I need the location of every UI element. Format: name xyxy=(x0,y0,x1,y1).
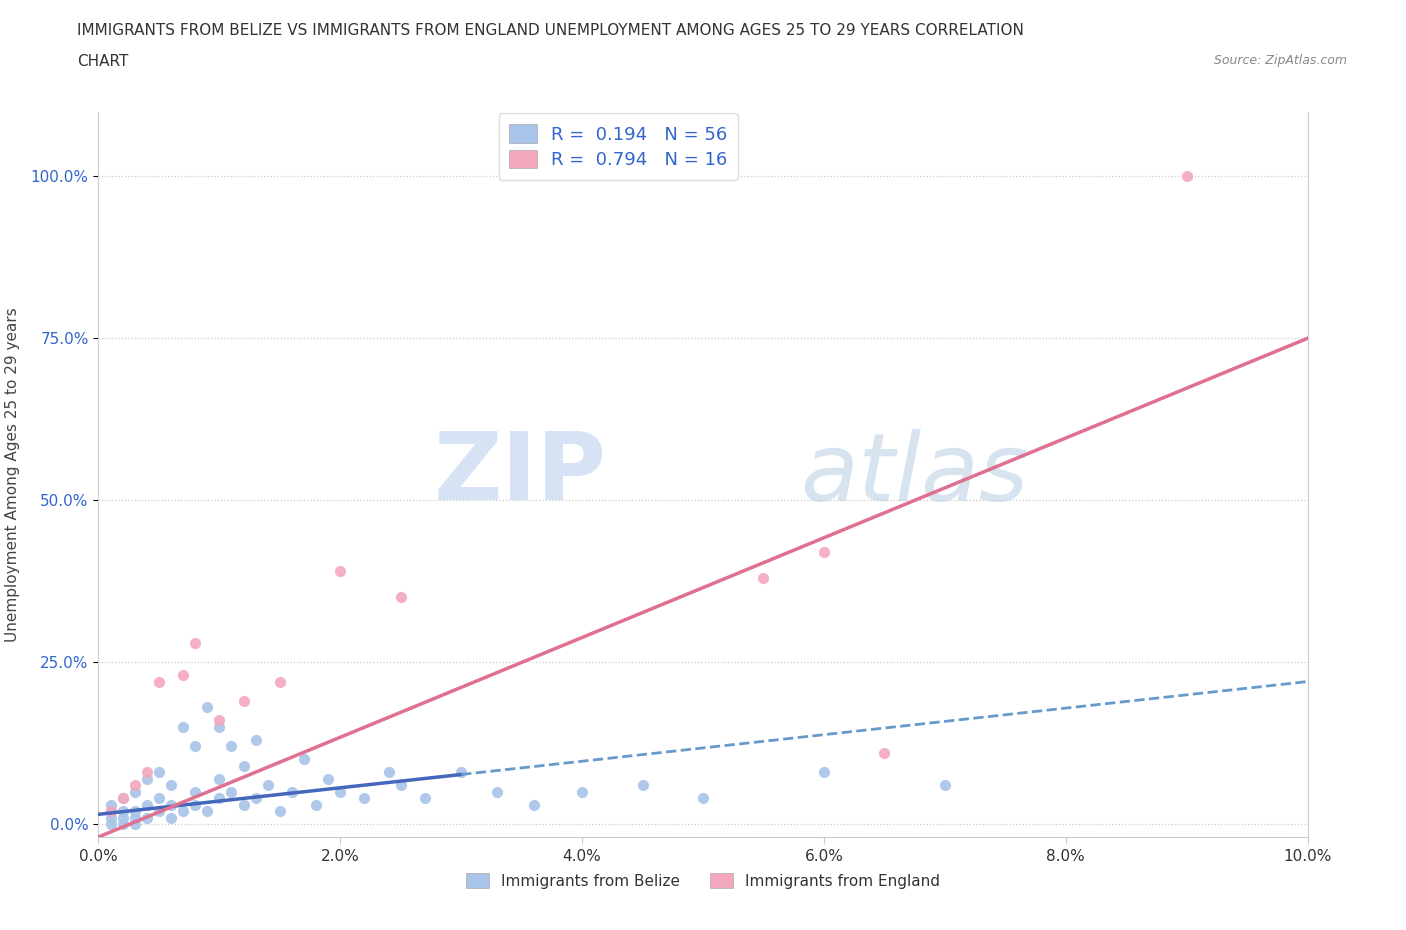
Point xyxy=(148,804,170,818)
Text: Source: ZipAtlas.com: Source: ZipAtlas.com xyxy=(1213,54,1347,67)
Point xyxy=(269,804,291,818)
Point xyxy=(160,797,183,812)
Point xyxy=(111,810,134,825)
Point xyxy=(124,817,146,831)
Point xyxy=(184,797,207,812)
Point xyxy=(148,764,170,779)
Point xyxy=(195,804,218,818)
Point xyxy=(111,790,134,805)
Point xyxy=(172,720,194,735)
Point xyxy=(631,777,654,792)
Point xyxy=(135,797,157,812)
Point xyxy=(245,733,267,748)
Point xyxy=(124,810,146,825)
Point xyxy=(232,797,254,812)
Point xyxy=(172,804,194,818)
Point xyxy=(450,764,472,779)
Point xyxy=(184,738,207,753)
Text: CHART: CHART xyxy=(77,54,129,69)
Point xyxy=(100,817,122,831)
Point xyxy=(232,758,254,773)
Point xyxy=(873,745,896,760)
Point xyxy=(184,635,207,650)
Point xyxy=(292,751,315,766)
Point xyxy=(135,764,157,779)
Point xyxy=(100,797,122,812)
Point xyxy=(692,790,714,805)
Point xyxy=(208,790,231,805)
Legend: Immigrants from Belize, Immigrants from England: Immigrants from Belize, Immigrants from … xyxy=(460,867,946,895)
Point xyxy=(135,810,157,825)
Point xyxy=(221,784,243,799)
Text: ZIP: ZIP xyxy=(433,429,606,520)
Point xyxy=(486,784,509,799)
Point xyxy=(269,674,291,689)
Point xyxy=(208,720,231,735)
Point xyxy=(184,784,207,799)
Point xyxy=(135,771,157,786)
Point xyxy=(389,590,412,604)
Point xyxy=(377,764,399,779)
Point xyxy=(100,804,122,818)
Point xyxy=(208,713,231,728)
Point xyxy=(160,777,183,792)
Point xyxy=(124,777,146,792)
Point xyxy=(413,790,436,805)
Point xyxy=(523,797,546,812)
Point xyxy=(305,797,328,812)
Point xyxy=(208,771,231,786)
Point xyxy=(281,784,304,799)
Point xyxy=(124,784,146,799)
Point xyxy=(353,790,375,805)
Point xyxy=(100,804,122,818)
Point xyxy=(160,810,183,825)
Point xyxy=(148,674,170,689)
Point xyxy=(316,771,339,786)
Point xyxy=(111,790,134,805)
Text: IMMIGRANTS FROM BELIZE VS IMMIGRANTS FROM ENGLAND UNEMPLOYMENT AMONG AGES 25 TO : IMMIGRANTS FROM BELIZE VS IMMIGRANTS FRO… xyxy=(77,23,1024,38)
Point xyxy=(100,810,122,825)
Point xyxy=(571,784,593,799)
Point xyxy=(221,738,243,753)
Point xyxy=(148,790,170,805)
Point xyxy=(813,764,835,779)
Point xyxy=(256,777,278,792)
Point xyxy=(111,804,134,818)
Point xyxy=(389,777,412,792)
Point xyxy=(752,570,775,585)
Point xyxy=(1175,169,1198,184)
Text: atlas: atlas xyxy=(800,429,1028,520)
Point xyxy=(111,817,134,831)
Point xyxy=(245,790,267,805)
Point xyxy=(124,804,146,818)
Point xyxy=(232,694,254,709)
Y-axis label: Unemployment Among Ages 25 to 29 years: Unemployment Among Ages 25 to 29 years xyxy=(4,307,20,642)
Point xyxy=(329,784,352,799)
Point xyxy=(195,700,218,715)
Point xyxy=(934,777,956,792)
Point xyxy=(172,668,194,683)
Point xyxy=(813,545,835,560)
Point xyxy=(329,564,352,578)
